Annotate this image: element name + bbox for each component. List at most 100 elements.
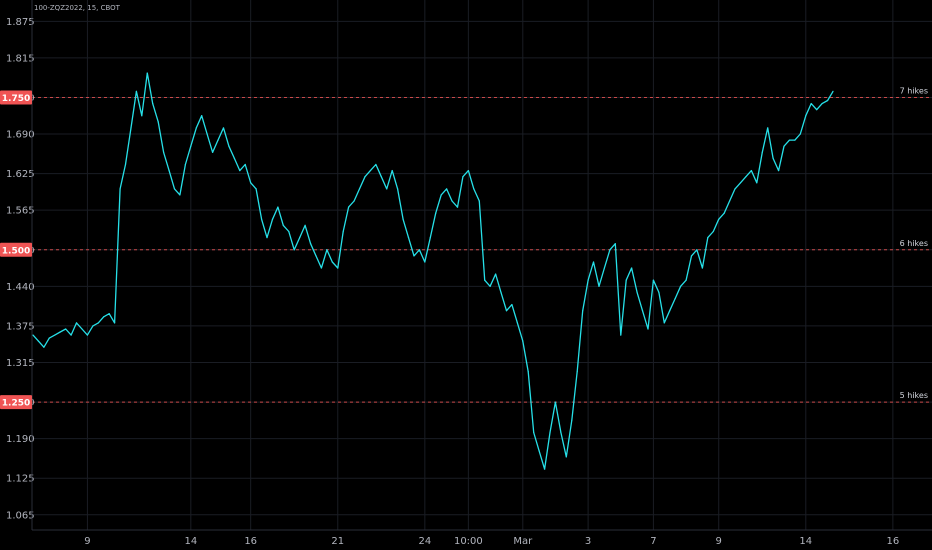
x-axis: 9 14 16 21 24 10:00 Mar 3 7 9 14 16 [32, 529, 932, 547]
data-point [739, 182, 742, 184]
y-tick-label: 1.625 [6, 169, 35, 180]
data-point [718, 218, 720, 220]
data-point [734, 188, 736, 190]
data-point [59, 331, 61, 333]
data-point [201, 115, 203, 117]
horizontal-lines: 7 hikes 6 hikes 5 hikes [32, 86, 932, 403]
data-point [195, 127, 197, 129]
data-point [674, 297, 676, 300]
data-point [173, 188, 176, 190]
data-point [467, 169, 469, 172]
data-point [826, 99, 829, 102]
y-tick-label: 1.125 [6, 474, 35, 485]
data-point [375, 163, 377, 166]
data-point [124, 163, 127, 166]
data-point [598, 285, 600, 287]
data-point [549, 431, 551, 434]
data-point [157, 121, 159, 123]
data-point [244, 163, 246, 166]
data-point [54, 334, 56, 336]
data-point [380, 176, 382, 178]
x-tick-label: 21 [331, 536, 344, 547]
y-tick-label: 1.190 [6, 434, 35, 445]
data-point [658, 291, 660, 294]
data-point [799, 133, 801, 135]
data-point [250, 182, 252, 184]
data-point [228, 145, 230, 147]
data-point [783, 145, 785, 147]
data-point [103, 316, 105, 318]
data-point [190, 145, 192, 147]
data-point [233, 157, 235, 159]
data-point [32, 334, 34, 336]
data-point [603, 267, 606, 269]
data-point [745, 176, 747, 178]
data-point [255, 188, 257, 190]
data-point [309, 243, 312, 245]
x-tick-label: 10:00 [454, 536, 483, 547]
data-point [609, 249, 611, 251]
data-point [500, 291, 502, 294]
x-tick-label: 16 [244, 536, 257, 547]
data-point [690, 255, 693, 257]
data-point [424, 261, 426, 263]
hline-annotation: 5 hikes [900, 391, 928, 400]
data-point [707, 236, 709, 239]
data-point [680, 285, 682, 287]
data-point [402, 218, 404, 220]
data-point [435, 212, 437, 214]
data-point [288, 230, 290, 233]
data-point [114, 322, 116, 324]
data-point [631, 267, 633, 269]
y-tick-label: 1.565 [6, 206, 35, 217]
hline-price-label: 1.500 [2, 246, 30, 256]
data-point [429, 236, 431, 239]
data-point [478, 200, 480, 202]
data-point [511, 303, 513, 306]
data-point [816, 109, 818, 111]
y-tick-label: 1.065 [6, 510, 35, 521]
data-point [413, 255, 415, 257]
price-series [32, 72, 834, 470]
data-point [299, 236, 301, 239]
symbol-info: 100-ZQZ2022, 15, CBOT [34, 4, 121, 12]
data-point [669, 310, 671, 312]
hline-price-badge [0, 242, 32, 257]
y-tick-label: 1.315 [6, 358, 35, 369]
data-point [146, 72, 148, 74]
data-point [337, 267, 339, 269]
y-tick-label: 1.375 [6, 321, 35, 332]
data-point [587, 279, 589, 281]
data-point [832, 90, 834, 92]
data-point [750, 169, 752, 172]
data-point [364, 176, 366, 178]
data-point [723, 212, 725, 214]
data-point [184, 163, 186, 166]
data-point [407, 236, 410, 239]
x-tick-label: 14 [184, 536, 197, 547]
data-point [293, 249, 295, 251]
x-tick-label: 24 [418, 536, 431, 547]
data-point [135, 90, 138, 92]
data-point [505, 310, 508, 312]
data-point [211, 151, 214, 153]
y-tick-label: 1.815 [6, 53, 35, 64]
x-tick-label: Mar [513, 536, 533, 547]
data-point [331, 261, 333, 263]
data-point [320, 267, 323, 269]
data-point [565, 456, 567, 458]
data-point [152, 102, 154, 105]
data-point [592, 261, 595, 263]
data-point [582, 310, 584, 312]
y-tick-label: 1.440 [6, 282, 35, 293]
data-point [266, 236, 268, 239]
data-point [522, 340, 524, 342]
data-point [92, 325, 94, 327]
data-point [369, 169, 372, 172]
x-tick-label: 7 [650, 536, 656, 547]
data-point [260, 218, 263, 220]
data-point [701, 267, 703, 269]
hline-price-label: 1.750 [2, 94, 30, 104]
